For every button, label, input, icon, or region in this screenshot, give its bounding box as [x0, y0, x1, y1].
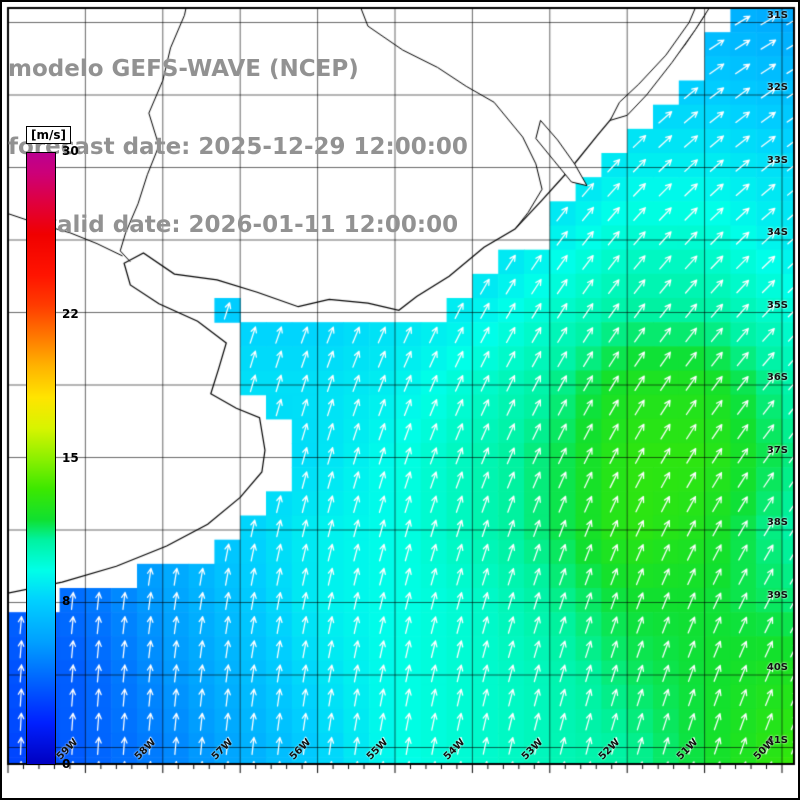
colorbar-tick-15: 15 — [62, 450, 79, 465]
forecast-date-label: forecast date: 2025-12-29 12:00:00 — [8, 134, 468, 160]
colorbar-gradient — [26, 152, 56, 765]
lat-label-39S: 39S — [766, 589, 788, 601]
valid-date-label: valid date: 2026-01-11 12:00:00 — [42, 212, 459, 238]
colorbar-tick-22: 22 — [62, 307, 79, 322]
lat-label-41S: 41S — [766, 734, 788, 746]
lat-label-34S: 34S — [766, 227, 788, 238]
lat-label-31S: 31S — [766, 9, 788, 21]
colorbar-tick-8: 8 — [62, 593, 71, 608]
lat-label-33S: 33S — [766, 154, 788, 166]
lat-label-37S: 37S — [766, 444, 788, 456]
lat-label-36S: 36S — [766, 372, 788, 383]
lat-label-40S: 40S — [766, 662, 788, 673]
lat-label-35S: 35S — [766, 299, 788, 311]
colorbar-unit-label: [m/s] — [26, 126, 71, 144]
colorbar-tick-30: 30 — [62, 144, 79, 158]
lat-label-38S: 38S — [766, 517, 788, 528]
model-title: modelo GEFS-WAVE (NCEP) — [8, 56, 359, 82]
colorbar-tick-0: 0 — [62, 757, 71, 771]
lat-label-32S: 32S — [766, 82, 788, 93]
